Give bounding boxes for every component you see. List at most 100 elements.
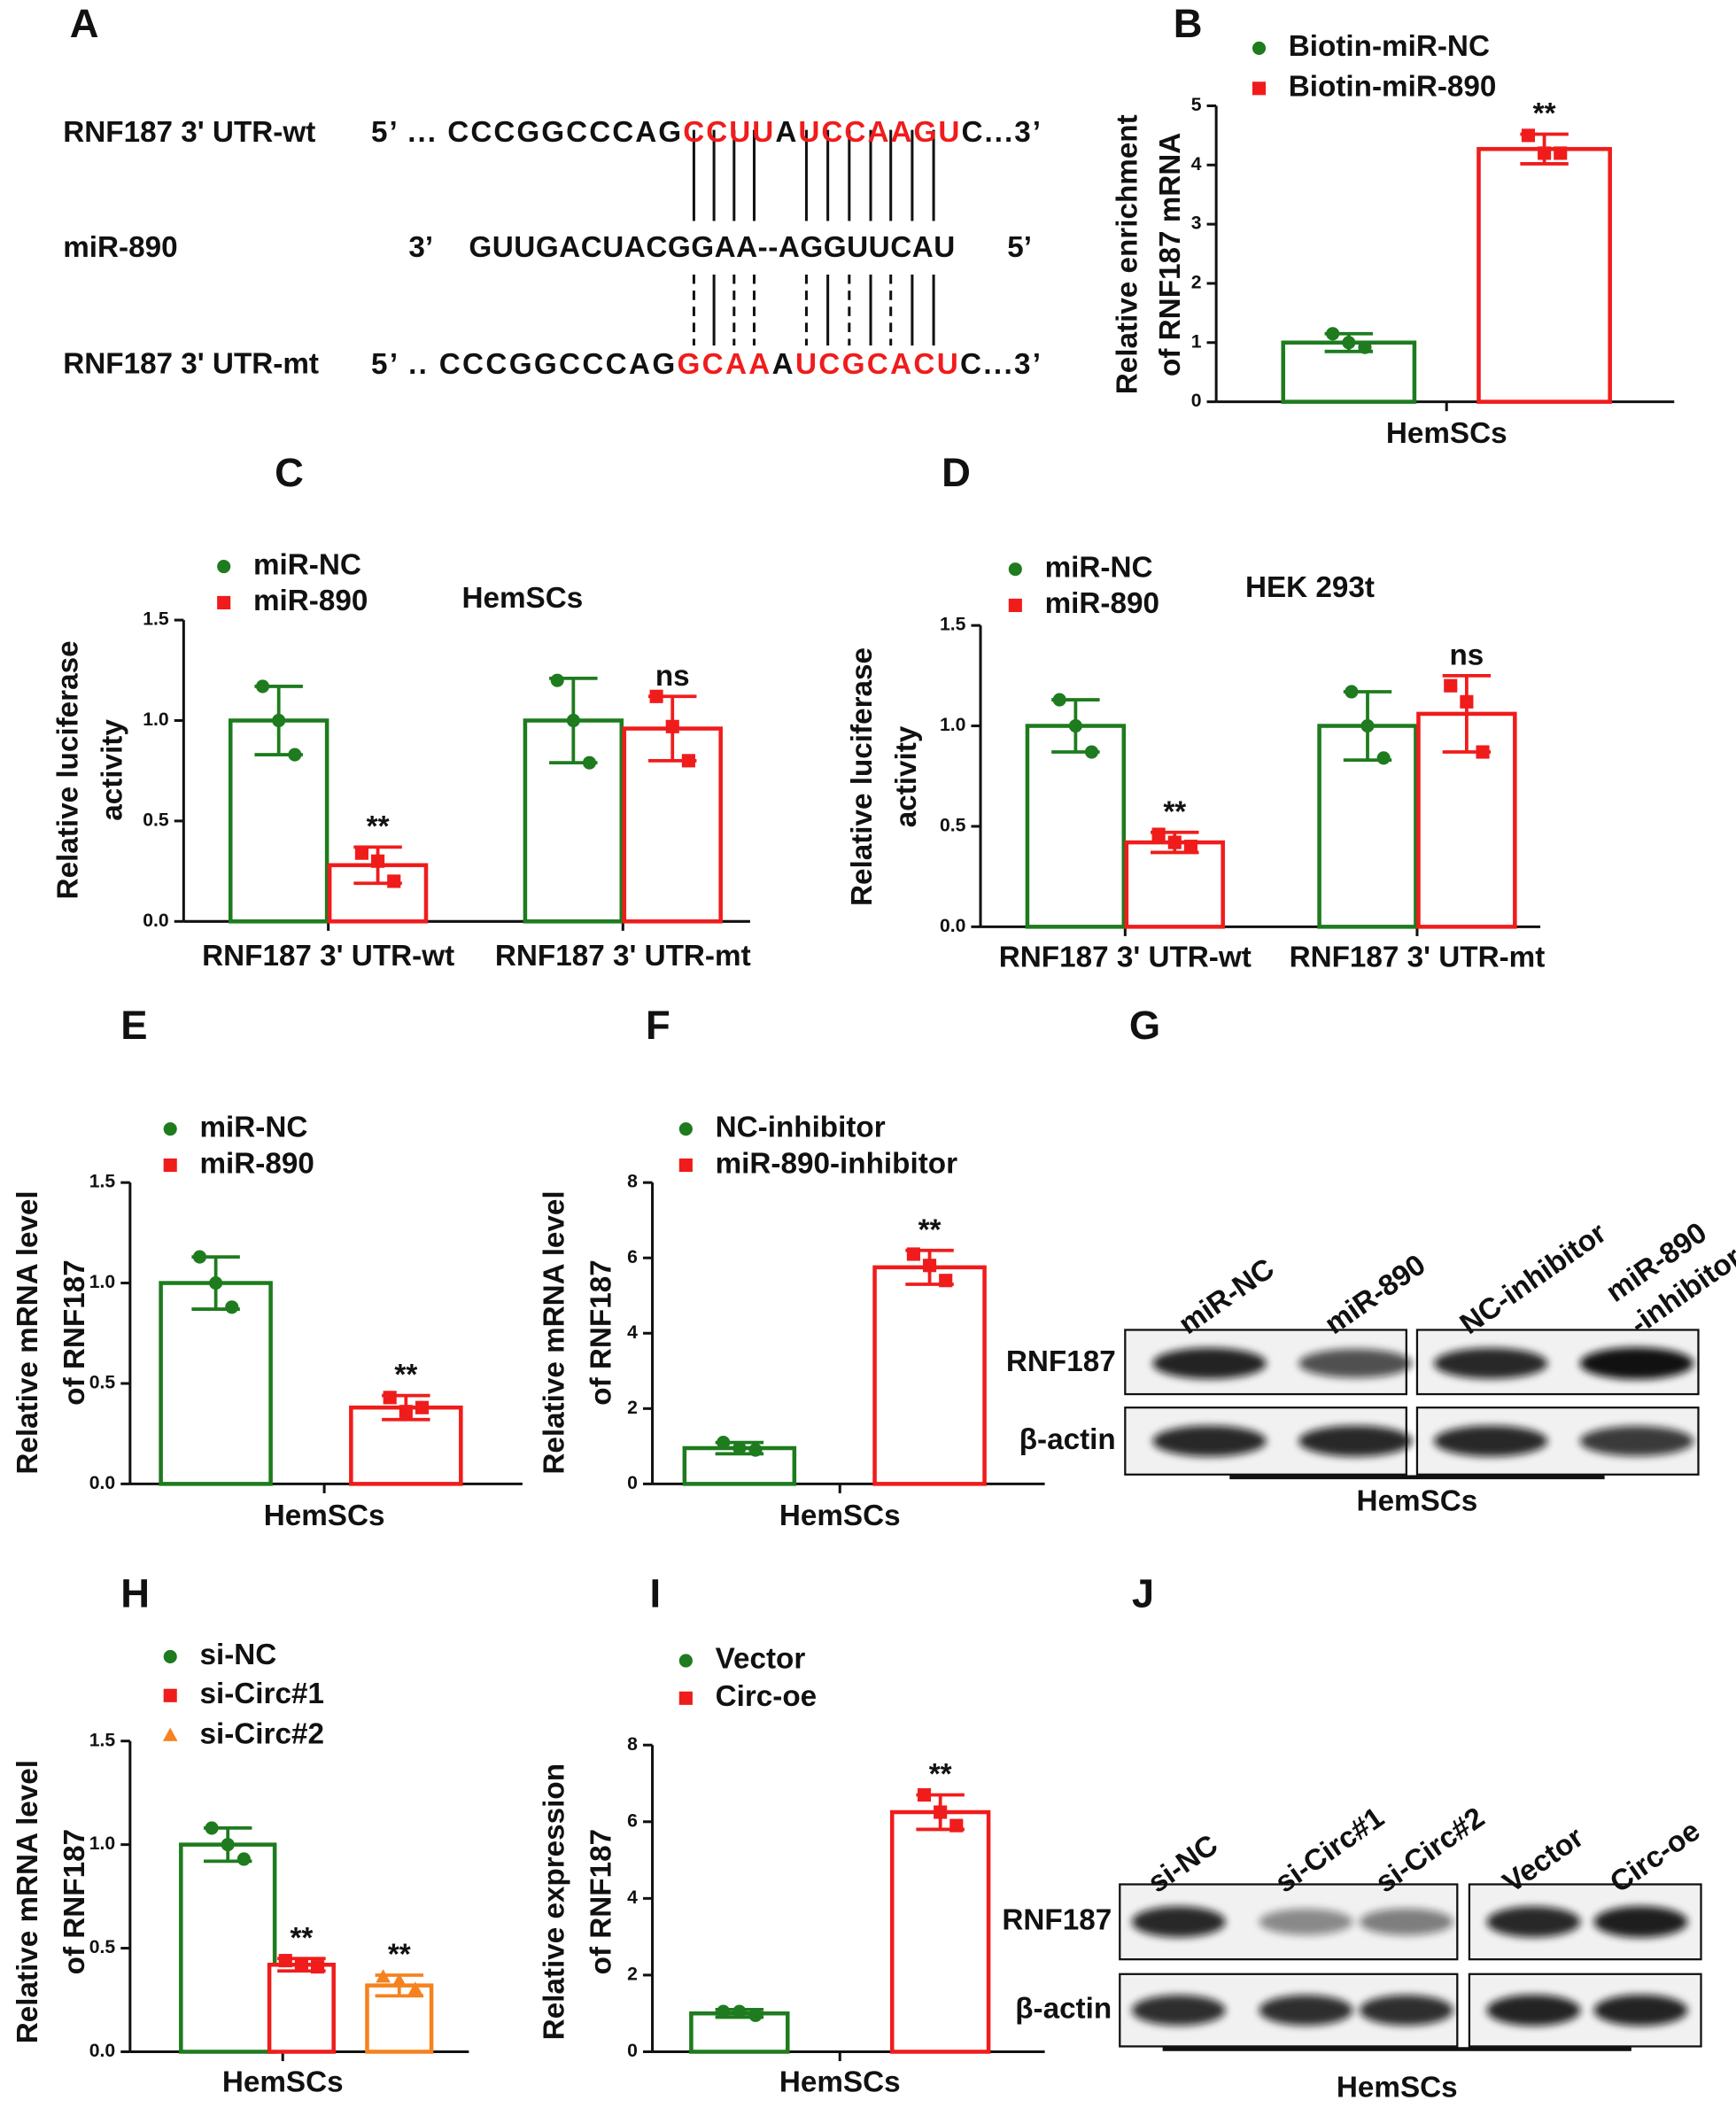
- x-tick-label: HemSCs: [779, 1500, 901, 1532]
- band: [1433, 1347, 1548, 1379]
- data-point: [205, 1821, 219, 1835]
- legend-marker: [678, 1691, 693, 1705]
- data-point: [383, 1391, 397, 1405]
- legend-label: si-Circ#2: [199, 1717, 323, 1750]
- band: [1131, 1995, 1226, 2026]
- legend-label: miR-NC: [199, 1111, 307, 1143]
- data-point: [1376, 751, 1391, 765]
- lane-label: miR-890: [1319, 1249, 1431, 1342]
- y-axis-label: of RNF187: [585, 1829, 617, 1974]
- data-point: [1358, 340, 1372, 354]
- data-point: [278, 1954, 292, 1968]
- y-tick-label: 5: [1191, 95, 1202, 115]
- x-tick-label: RNF187 3' UTR-mt: [495, 940, 751, 973]
- bar: [1124, 840, 1225, 929]
- significance-label: **: [388, 1939, 411, 1972]
- band: [1579, 1347, 1694, 1380]
- data-point: [294, 1957, 308, 1972]
- sequence-segment: 3’: [408, 231, 433, 264]
- y-tick-label: 6: [627, 1247, 638, 1267]
- legend-label: miR-NC: [253, 548, 361, 581]
- data-point: [550, 673, 564, 687]
- legend-marker: [217, 595, 231, 609]
- data-point: [415, 1400, 430, 1414]
- bar: [689, 2011, 790, 2054]
- sequence-label: RNF187 3' UTR-wt: [63, 116, 315, 149]
- significance-label: **: [1163, 795, 1186, 828]
- y-tick-label: 1.0: [89, 1833, 115, 1854]
- data-point: [221, 1838, 235, 1852]
- y-tick-label: 1: [1191, 331, 1202, 352]
- sequence-segment: GUUGACUACGGAA--AGGUUCAU: [469, 231, 955, 264]
- y-tick-label: 1.5: [940, 615, 966, 635]
- legend-marker: [162, 1727, 178, 1741]
- legend-marker: [1252, 81, 1267, 96]
- lane-label: miR-NC: [1173, 1252, 1280, 1341]
- legend-marker: [678, 1158, 693, 1173]
- legend-marker: [163, 1158, 177, 1173]
- legend-marker: [163, 1649, 177, 1663]
- data-point: [391, 1972, 407, 1988]
- data-point: [732, 2004, 747, 2019]
- data-point: [748, 2008, 763, 2022]
- data-point: [717, 2004, 731, 2019]
- bar-chart: I 0 2 4 6 8 Relative expression of RNF187 Vector…: [538, 1570, 1045, 2099]
- data-point: [717, 1436, 731, 1450]
- sequence-label: miR-890: [63, 231, 177, 264]
- sequence-segment: A: [775, 116, 796, 149]
- panel-letter: D: [942, 450, 971, 495]
- data-point: [354, 846, 368, 860]
- bar-chart: B 0 1 2 3 4 5 Relative enrichment of RNF187 mRNA…: [1112, 1, 1675, 450]
- row-label: β-actin: [1019, 1423, 1116, 1456]
- sequence-segment: UCCAAGU: [798, 116, 959, 149]
- data-point: [917, 1787, 932, 1802]
- y-tick-label: 2: [627, 1965, 638, 1985]
- y-axis-label: Relative mRNA level: [12, 1760, 44, 2043]
- band: [1486, 1995, 1581, 2027]
- significance-label: **: [394, 1359, 417, 1391]
- band: [1152, 1347, 1267, 1379]
- panel-letter: A: [70, 1, 99, 46]
- y-axis-label: Relative expression: [538, 1763, 570, 2040]
- band: [1593, 1995, 1688, 2027]
- panel-letter: G: [1129, 1003, 1160, 1048]
- y-tick-label: 0.0: [940, 916, 965, 936]
- band: [1486, 1906, 1581, 1938]
- sequence: 5’ ... CCCGGCCCAGCCUUAUCCAAGUC...3’: [371, 116, 1041, 149]
- band: [1359, 1908, 1453, 1935]
- y-tick-label: 0: [627, 1473, 638, 1493]
- sequence: 5’ .. CCCGGCCCAG GCAA A UCGCACU C...3’: [371, 348, 1041, 381]
- legend-marker: [1008, 598, 1022, 613]
- x-tick-label: RNF187 3' UTR-wt: [202, 940, 454, 973]
- y-tick-label: 1.5: [143, 609, 169, 630]
- sequence-segment: CCUU: [683, 116, 773, 149]
- x-tick-label: HemSCs: [222, 2066, 344, 2099]
- band: [1359, 1995, 1453, 2026]
- y-axis-label: of RNF187: [58, 1259, 91, 1405]
- legend-label: miR-890: [253, 585, 368, 617]
- legend-label: Circ-oe: [716, 1680, 818, 1713]
- significance-label: **: [1533, 97, 1556, 130]
- data-point: [1183, 840, 1197, 854]
- y-axis-label: of RNF187: [58, 1829, 91, 1974]
- y-tick-label: 8: [627, 1734, 638, 1755]
- sequence-segment: GCAA: [677, 348, 770, 381]
- row-label: RNF187: [1002, 1904, 1112, 1937]
- data-point: [681, 754, 695, 768]
- data-point: [387, 874, 401, 888]
- y-tick-label: 0.5: [940, 816, 966, 836]
- legend-label: NC-inhibitor: [716, 1111, 886, 1143]
- legend-marker: [678, 1122, 693, 1136]
- y-tick-label: 4: [627, 1887, 638, 1908]
- data-point: [371, 854, 385, 868]
- data-point: [399, 1405, 413, 1419]
- y-tick-label: 0: [627, 2041, 638, 2061]
- y-tick-label: 2: [1191, 273, 1202, 293]
- bar: [159, 1281, 273, 1486]
- sequence-segment: 5’ ... CCCGGCCCAG: [371, 116, 681, 149]
- band: [1152, 1425, 1267, 1457]
- significance-label: **: [367, 810, 390, 843]
